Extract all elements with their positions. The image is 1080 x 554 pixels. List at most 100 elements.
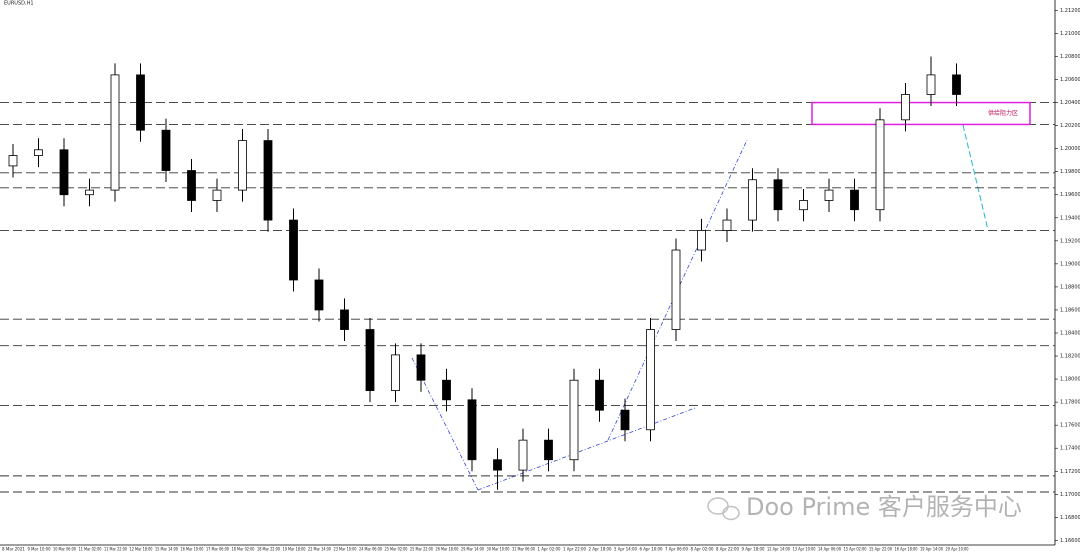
x-tick-label: 16 Mar 10:00 — [181, 547, 204, 553]
x-tick-label: 31 Mar 06:00 — [512, 547, 535, 553]
candle-body — [85, 189, 94, 196]
x-tick-label: 18 Mar 02:00 — [232, 547, 255, 553]
y-tick-label: 1.19200 — [1060, 238, 1080, 244]
candle-body — [314, 279, 324, 311]
candle-body — [773, 179, 783, 211]
x-tick-label: 15 Apr 02:00 — [844, 547, 867, 553]
x-tick-label: 11 Mar 22:00 — [104, 547, 127, 553]
candle-body — [263, 140, 273, 221]
y-tick-label: 1.18600 — [1060, 307, 1080, 313]
y-tick-label: 1.17000 — [1060, 492, 1080, 498]
candle-body — [671, 249, 681, 330]
candle-body — [391, 354, 400, 392]
y-tick-label: 1.17600 — [1060, 423, 1080, 429]
y-tick-label: 1.19000 — [1060, 261, 1080, 267]
candle-body — [620, 409, 630, 431]
x-tick-label: 14 Apr 06:00 — [818, 547, 841, 553]
candle-body — [340, 309, 349, 330]
y-tick-label: 1.20800 — [1060, 54, 1080, 60]
x-tick-label: 10 Mar 06:00 — [53, 547, 76, 553]
x-tick-label: 17 Mar 06:00 — [206, 547, 229, 553]
x-tick-label: 1 Apr 22:00 — [563, 547, 586, 553]
candle-body — [289, 219, 298, 281]
x-tick-label: 30 Mar 10:00 — [487, 547, 510, 553]
x-tick-label: 7 Apr 06:00 — [665, 547, 688, 553]
y-tick-label: 1.20000 — [1060, 146, 1080, 152]
y-tick-label: 1.20400 — [1060, 100, 1080, 106]
x-tick-label: 26 Mar 18:00 — [436, 547, 459, 553]
x-tick-label: 23 Mar 10:00 — [334, 547, 357, 553]
y-tick-label: 1.16800 — [1060, 515, 1080, 521]
candle-body — [416, 354, 426, 381]
candle-body — [544, 439, 553, 461]
y-tick-label: 1.18200 — [1060, 354, 1080, 360]
x-tick-label: 19 Apr 14:00 — [920, 547, 943, 553]
x-tick-label: 18 Mar 22:00 — [257, 547, 280, 553]
candle-body — [110, 74, 120, 191]
x-tick-label: 6 Apr 10:00 — [640, 547, 663, 553]
candle-body — [748, 179, 757, 221]
x-tick-label: 8 Apr 02:00 — [691, 547, 714, 553]
candle-body — [518, 439, 528, 471]
x-tick-label: 20 Apr 10:00 — [946, 547, 969, 553]
x-tick-label: 15 Mar 14:00 — [155, 547, 178, 553]
x-tick-label: 22 Mar 14:00 — [308, 547, 331, 553]
candle-body — [926, 74, 936, 95]
zone-label: 供给阻力区 — [988, 109, 1018, 117]
candle-body — [161, 129, 171, 171]
candle-body — [901, 94, 910, 121]
y-tick-label: 1.17200 — [1060, 469, 1080, 475]
candle-body — [799, 200, 808, 211]
candle-body — [212, 189, 222, 201]
y-tick-label: 1.20600 — [1060, 77, 1080, 83]
candle-body — [238, 140, 247, 191]
candle-body — [59, 149, 69, 196]
candle-body — [467, 399, 477, 461]
candle-body — [493, 459, 502, 471]
y-tick-label: 1.18000 — [1060, 377, 1080, 383]
y-tick-label: 1.21000 — [1060, 31, 1080, 37]
y-tick-label: 1.18400 — [1060, 330, 1080, 336]
candle-body — [187, 170, 196, 201]
candle-body — [952, 74, 961, 95]
candle-body — [595, 379, 604, 411]
y-tick-label: 1.19600 — [1060, 192, 1080, 198]
zone-box — [811, 101, 1031, 126]
x-tick-label: 16 Apr 18:00 — [895, 547, 918, 553]
candle-body — [697, 230, 706, 251]
x-tick-label: 24 Mar 06:00 — [359, 547, 382, 553]
candle-body — [8, 155, 18, 167]
y-tick-label: 1.19400 — [1060, 215, 1080, 221]
x-tick-label: 2 Apr 18:00 — [589, 547, 612, 553]
y-tick-label: 1.19800 — [1060, 169, 1080, 175]
candle-body — [569, 379, 579, 461]
x-tick-label: 25 Mar 02:00 — [385, 547, 408, 553]
y-tick-label: 1.21200 — [1060, 8, 1080, 14]
candle-body — [646, 329, 655, 431]
x-tick-label: 25 Mar 22:00 — [410, 547, 433, 553]
x-tick-label: 8 Apr 22:00 — [716, 547, 739, 553]
candle-body — [824, 189, 834, 201]
candle-body — [442, 379, 451, 401]
y-tick-label: 1.20200 — [1060, 123, 1080, 129]
y-tick-label: 1.18800 — [1060, 284, 1080, 290]
candle-body — [365, 329, 375, 392]
watermark-icon — [707, 497, 740, 521]
x-tick-label: 11 Mar 02:00 — [79, 547, 102, 553]
x-tick-label: 9 Apr 18:00 — [742, 547, 765, 553]
x-tick-label: 12 Apr 14:00 — [767, 547, 790, 553]
watermark: Doo Prime 客户服务中心 — [746, 493, 1022, 521]
y-tick-label: 1.17400 — [1060, 446, 1080, 452]
candle-body — [722, 219, 732, 231]
candle-body — [850, 189, 859, 211]
chart-title: EURUSD,H1 — [4, 1, 34, 7]
candle-body — [136, 74, 145, 131]
y-tick-label: 1.16600 — [1060, 538, 1080, 544]
y-tick-label: 1.17800 — [1060, 400, 1080, 406]
x-tick-label: 19 Mar 18:00 — [283, 547, 306, 553]
x-tick-label: 1 Apr 02:00 — [538, 547, 561, 553]
trend-line — [477, 407, 696, 491]
x-tick-label: 8 Mar 2021 — [2, 547, 25, 553]
